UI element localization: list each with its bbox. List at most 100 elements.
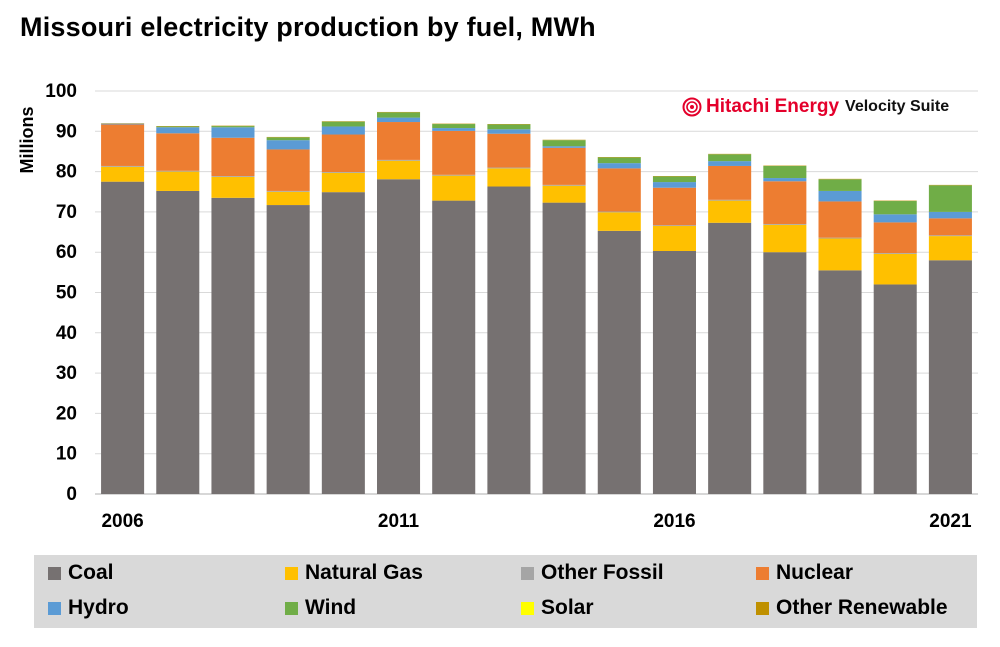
bar-segment-wind (542, 140, 586, 147)
y-tick-label: 30 (56, 363, 77, 384)
bar-segment-natural-gas (377, 160, 421, 180)
bar-segment-natural-gas (266, 191, 310, 206)
tick-labels: 0 10 20 30 40 50 60 70 80 90 100 2006 2011 2016 2021 (45, 81, 972, 532)
legend-item-solar: Solar (521, 596, 594, 620)
bar-segment-hydro (597, 163, 641, 169)
legend-swatch (285, 601, 298, 615)
bar-segment-nuclear (321, 134, 365, 173)
bar-segment-hydro (873, 214, 917, 223)
bar-segment-coal (652, 250, 696, 494)
bar-segment-wind (266, 137, 310, 141)
bar-segment-nuclear (156, 133, 200, 171)
legend-item-natural-gas: Natural Gas (285, 561, 423, 585)
bar-segment-natural-gas (763, 224, 807, 253)
legend-label: Nuclear (776, 561, 854, 584)
legend-swatch (521, 566, 534, 580)
bar-segment-nuclear (211, 137, 255, 177)
bar-segment-natural-gas (432, 175, 476, 201)
y-tick-label: 0 (66, 484, 77, 505)
bar-segment-coal (321, 192, 365, 494)
bar-segment-nuclear (873, 222, 917, 254)
bar-segment-other-fossil (928, 235, 972, 237)
bar-segment-natural-gas (708, 200, 752, 223)
bar-segment-other-fossil (487, 167, 531, 169)
y-tick-label: 90 (56, 121, 77, 142)
bar-segment-natural-gas (652, 226, 696, 251)
bar-segment-wind (873, 201, 917, 215)
bar-segment-other-fossil (873, 253, 917, 254)
bar-segment-wind (321, 121, 365, 127)
bar-segment-natural-gas (487, 168, 531, 187)
legend-item-other-renewable: Other Renewable (756, 596, 948, 620)
legend-label: Hydro (68, 596, 129, 619)
bar-segment-coal (928, 260, 972, 494)
bar-segment-other-fossil (432, 174, 476, 176)
legend-item-wind: Wind (285, 596, 356, 620)
y-tick-label: 10 (56, 444, 77, 465)
bar-segment-nuclear (597, 168, 641, 212)
bar-segment-nuclear (377, 122, 421, 160)
legend-label: Natural Gas (305, 561, 423, 584)
bar-segment-other-fossil (763, 223, 807, 225)
bar-segment-natural-gas (156, 171, 200, 191)
bar-segment-natural-gas (928, 236, 972, 261)
bar-segment-other-fossil (377, 159, 421, 161)
bar-segment-hydro (928, 211, 972, 219)
legend-swatch (48, 566, 61, 580)
bar-segment-other-fossil (101, 165, 145, 167)
bar-segment-other-fossil (542, 184, 586, 186)
bar-segment-wind (211, 126, 255, 128)
bar-segment-hydro (266, 140, 310, 150)
bar-segment-other-fossil (156, 170, 200, 172)
legend-swatch (48, 601, 61, 615)
legend-item-other-fossil: Other Fossil (521, 561, 664, 585)
bar-segment-nuclear (101, 124, 145, 166)
legend-label: Other Fossil (541, 561, 664, 584)
bar-segment-hydro (377, 117, 421, 123)
bar-segment-hydro (321, 126, 365, 135)
legend-swatch (521, 601, 534, 615)
bar-segment-natural-gas (211, 176, 255, 198)
bar-segment-hydro (487, 129, 531, 134)
bar-segment-hydro (432, 128, 476, 131)
bar-segment-wind (708, 154, 752, 162)
x-tick-label: 2016 (653, 511, 695, 532)
legend-label: Coal (68, 561, 114, 584)
legend-item-hydro: Hydro (48, 596, 129, 620)
bars (101, 111, 972, 495)
bar-segment-other-fossil (652, 225, 696, 227)
bar-segment-coal (873, 284, 917, 494)
legend-label: Solar (541, 596, 594, 619)
watermark: Hitachi Energy Velocity Suite (682, 96, 949, 118)
y-tick-label: 80 (56, 162, 77, 183)
bar-segment-hydro (542, 146, 586, 148)
bar-segment-coal (818, 270, 862, 494)
bar-segment-coal (156, 190, 200, 494)
bar-segment-coal (211, 197, 255, 495)
bar-segment-coal (377, 179, 421, 494)
bar-segment-coal (763, 252, 807, 494)
legend-item-nuclear: Nuclear (756, 561, 853, 585)
legend: Coal Natural Gas Other Fossil Nuclear Hydro W… (34, 555, 977, 628)
bar-segment-wind (818, 179, 862, 191)
bar-segment-nuclear (928, 218, 972, 236)
y-axis-label: Millions (17, 107, 37, 174)
bar-segment-coal (101, 181, 145, 495)
bar-segment-coal (432, 200, 476, 494)
y-tick-label: 60 (56, 242, 77, 263)
bar-segment-natural-gas (873, 253, 917, 285)
x-tick-label: 2006 (101, 511, 143, 532)
bar-segment-nuclear (432, 130, 476, 175)
x-tick-label: 2011 (378, 511, 420, 532)
bar-segment-natural-gas (101, 166, 145, 182)
hitachi-energy-logo-icon (682, 97, 702, 117)
bar-segment-hydro (211, 127, 255, 138)
bar-segment-nuclear (487, 133, 531, 168)
watermark-suite: Velocity Suite (845, 98, 950, 115)
bar-segment-other-fossil (321, 172, 365, 173)
watermark-brand: Hitachi Energy (706, 96, 840, 117)
bar-segment-other-fossil (211, 176, 255, 177)
legend-item-coal: Coal (48, 561, 114, 585)
bar-segment-coal (708, 222, 752, 494)
